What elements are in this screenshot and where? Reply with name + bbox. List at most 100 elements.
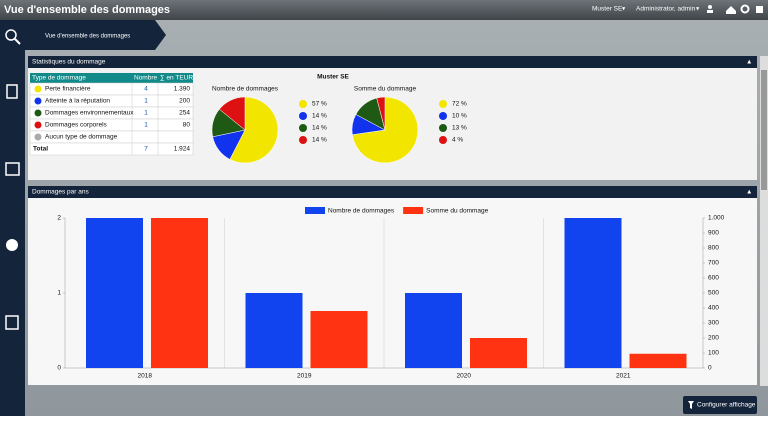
sidebar (0, 20, 25, 416)
panel-title: Dommages par ans (32, 189, 89, 196)
home-icon[interactable] (726, 6, 736, 14)
caret: ▾ (622, 6, 626, 13)
y2-tick-label: 200 (708, 335, 719, 342)
edit-icon[interactable] (6, 84, 18, 99)
table-cell: Aucun type de dommage (45, 134, 118, 141)
x-tick-label: 2018 (138, 373, 153, 380)
table-cell: 80 (183, 122, 191, 129)
table-cell: 1 (144, 122, 148, 129)
table-cell: 200 (179, 98, 190, 105)
user-icon[interactable] (708, 5, 712, 9)
legend-swatch (403, 207, 424, 214)
type-color (34, 85, 42, 93)
legend-swatch (439, 100, 447, 108)
pie-slice (219, 96, 246, 131)
table-cell: 1 (144, 110, 148, 117)
table-icon[interactable] (5, 162, 20, 176)
column-header: ∑ en TEUR (160, 75, 193, 82)
bar (470, 338, 527, 368)
table-cell: 1.390 (174, 86, 191, 93)
y2-tick-label: 300 (708, 320, 719, 327)
bar (86, 218, 143, 368)
pie-title: Nombre de dommages (212, 86, 279, 93)
logout-icon[interactable] (756, 6, 763, 13)
legend-label: 57 % (312, 101, 327, 108)
y2-tick-label: 800 (708, 245, 719, 252)
collapse[interactable]: ▲ (746, 59, 752, 66)
legend-label: 14 % (312, 125, 327, 132)
table-cell: 254 (179, 110, 190, 117)
table-cell: Dommages corporels (45, 122, 108, 129)
legend-swatch (439, 124, 447, 132)
y2-tick-label: 500 (708, 290, 719, 297)
button-label: Configurer affichage (697, 402, 756, 409)
pie-title: Somme du dommage (354, 86, 417, 93)
bar (564, 218, 622, 368)
search-icon (14, 38, 21, 45)
y2-tick-label: 700 (708, 260, 719, 267)
pie-slice (229, 96, 279, 164)
scrollbar (760, 56, 768, 386)
type-color (34, 97, 42, 105)
type-color (34, 133, 42, 141)
y2-tick-label: 100 (708, 350, 719, 357)
chart-icon[interactable] (6, 239, 18, 251)
report-icon[interactable] (5, 315, 19, 330)
company-select[interactable]: Muster SE (592, 6, 623, 13)
panel (28, 186, 757, 385)
table-cell: 7 (144, 146, 148, 153)
x-tick-label: 2020 (457, 373, 472, 380)
legend-label: Nombre de dommages (328, 208, 395, 215)
legend-swatch (299, 112, 307, 120)
table-cell: Total (33, 146, 48, 153)
legend-label: 72 % (452, 101, 467, 108)
breadcrumb[interactable] (25, 20, 166, 50)
y2-tick-label: 400 (708, 305, 719, 312)
legend-swatch (439, 112, 447, 120)
breadcrumb-label: Vue d'ensemble des dommages (45, 34, 130, 40)
top-bar (0, 0, 768, 20)
settings-icon[interactable] (740, 4, 750, 14)
stats-title: Muster SE (317, 74, 349, 81)
y2-tick-label: 900 (708, 230, 719, 237)
y-tick-label: 2 (57, 215, 61, 222)
legend-label: 13 % (452, 125, 467, 132)
legend-swatch (305, 207, 325, 214)
legend-label: 14 % (312, 137, 327, 144)
search-icon[interactable] (5, 29, 17, 41)
legend-label: 4 % (452, 137, 463, 144)
y2-tick-label: 0 (708, 365, 712, 372)
scroll-thumb[interactable] (761, 70, 767, 190)
legend-label: Somme du dommage (426, 208, 489, 215)
pie-slice (376, 96, 386, 131)
type-color (34, 109, 42, 117)
table-cell: Perte financière (45, 86, 91, 93)
legend-label: 14 % (312, 113, 327, 120)
caret: ▾ (696, 6, 700, 13)
legend-swatch (299, 100, 307, 108)
table-cell: Dommages environnementaux (45, 110, 134, 117)
collapse[interactable]: ▲ (746, 189, 752, 196)
configure-button[interactable] (683, 396, 757, 414)
bar (629, 353, 687, 368)
panel-title: Statistiques du dommage (32, 59, 106, 66)
x-tick-label: 2021 (616, 373, 631, 380)
table-cell: 1.924 (174, 146, 191, 153)
user-select[interactable]: Administrator, admin (636, 6, 696, 13)
y-tick-label: 0 (57, 365, 61, 372)
bar (245, 293, 303, 368)
x-tick-label: 2019 (297, 373, 312, 380)
filter-icon (688, 401, 694, 409)
legend-swatch (299, 136, 307, 144)
table-cell: 4 (144, 86, 148, 93)
app-title: Vue d'ensemble des dommages (4, 4, 170, 16)
column-header: Type de dommage (32, 75, 86, 82)
legend-swatch (439, 136, 447, 144)
y2-tick-label: 1.000 (708, 215, 725, 222)
table-cell: Atteinte à la réputation (45, 98, 110, 105)
table-cell: 1 (144, 98, 148, 105)
column-header: Nombre (134, 75, 158, 82)
legend-swatch (299, 124, 307, 132)
